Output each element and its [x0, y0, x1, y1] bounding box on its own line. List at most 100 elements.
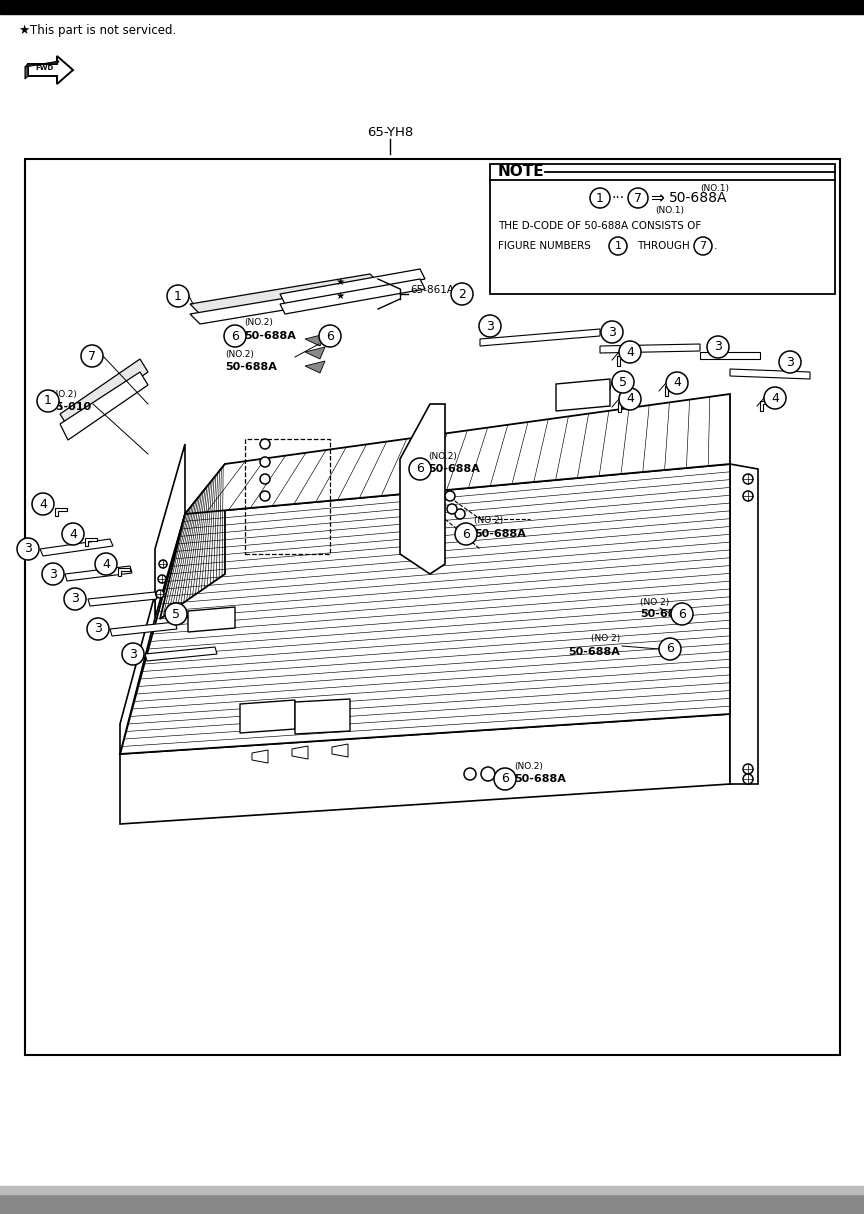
Text: 4: 4	[39, 498, 47, 511]
Circle shape	[32, 493, 54, 515]
Text: 4: 4	[626, 392, 634, 405]
Text: 3: 3	[94, 623, 102, 635]
Text: 5: 5	[619, 375, 627, 388]
Circle shape	[17, 538, 39, 560]
Text: (NO.1): (NO.1)	[656, 205, 684, 215]
Polygon shape	[332, 744, 348, 758]
Text: 65-861A: 65-861A	[410, 285, 454, 295]
Text: 6: 6	[231, 329, 239, 342]
Circle shape	[167, 285, 189, 307]
Text: 4: 4	[673, 376, 681, 390]
Text: FIGURE NUMBERS: FIGURE NUMBERS	[498, 242, 591, 251]
Text: (NO.2): (NO.2)	[428, 452, 457, 460]
Circle shape	[455, 509, 465, 520]
Circle shape	[451, 283, 473, 305]
Polygon shape	[295, 699, 350, 734]
Circle shape	[457, 529, 467, 539]
Polygon shape	[60, 359, 148, 427]
Text: 4: 4	[771, 391, 779, 404]
Polygon shape	[730, 714, 755, 784]
Polygon shape	[665, 386, 679, 396]
Text: 50-688A: 50-688A	[474, 529, 526, 539]
Polygon shape	[480, 329, 600, 346]
Polygon shape	[280, 270, 425, 304]
Polygon shape	[252, 750, 268, 764]
Circle shape	[590, 188, 610, 208]
Text: (NO 2): (NO 2)	[591, 635, 620, 643]
Text: 3: 3	[129, 647, 137, 660]
Circle shape	[260, 439, 270, 449]
Polygon shape	[155, 444, 185, 618]
Circle shape	[601, 320, 623, 344]
Bar	[0, 0, 864, 15]
Circle shape	[743, 764, 753, 775]
Text: 4: 4	[626, 346, 634, 358]
Text: 65-010: 65-010	[48, 402, 91, 412]
Bar	[245, 439, 330, 554]
Circle shape	[494, 768, 516, 790]
Text: (NO.2): (NO.2)	[225, 350, 254, 358]
Text: 50-688A: 50-688A	[669, 191, 727, 205]
Circle shape	[743, 473, 753, 484]
Text: 3: 3	[486, 319, 494, 333]
Text: (NO.1): (NO.1)	[701, 183, 729, 193]
Text: 50-688A: 50-688A	[640, 609, 692, 619]
Polygon shape	[25, 61, 59, 67]
Text: ★: ★	[18, 24, 29, 36]
Circle shape	[62, 523, 84, 545]
Circle shape	[628, 188, 648, 208]
Circle shape	[445, 490, 455, 501]
Text: (NO.2): (NO.2)	[244, 318, 273, 327]
Text: (NO.2): (NO.2)	[48, 390, 77, 398]
Circle shape	[37, 390, 59, 412]
Text: 6: 6	[501, 772, 509, 785]
Polygon shape	[145, 647, 217, 660]
Text: 6: 6	[326, 329, 334, 342]
Polygon shape	[40, 539, 113, 556]
Text: THE D-CODE OF 50-688A CONSISTS OF: THE D-CODE OF 50-688A CONSISTS OF	[498, 221, 702, 231]
Text: 50-688A: 50-688A	[514, 775, 566, 784]
Circle shape	[743, 490, 753, 501]
Text: 50-688A: 50-688A	[225, 362, 276, 371]
Polygon shape	[280, 279, 425, 314]
Polygon shape	[305, 334, 325, 346]
Polygon shape	[190, 284, 380, 324]
Text: 50-688A: 50-688A	[244, 331, 295, 341]
Text: 6: 6	[678, 607, 686, 620]
Polygon shape	[110, 622, 177, 636]
Polygon shape	[120, 714, 730, 824]
Text: 6: 6	[462, 528, 470, 540]
Text: 3: 3	[786, 356, 794, 369]
Circle shape	[659, 639, 681, 660]
Circle shape	[455, 523, 477, 545]
Circle shape	[694, 237, 712, 255]
Polygon shape	[700, 352, 760, 359]
Circle shape	[260, 456, 270, 467]
Polygon shape	[600, 344, 700, 353]
Circle shape	[87, 618, 109, 640]
Bar	[25, 159, 840, 1055]
Polygon shape	[292, 745, 308, 759]
Text: (NO.2): (NO.2)	[514, 761, 543, 771]
Polygon shape	[85, 538, 97, 546]
Polygon shape	[160, 464, 225, 619]
Polygon shape	[88, 592, 157, 606]
Text: 50-688A: 50-688A	[428, 464, 480, 473]
Text: 50-688A: 50-688A	[569, 647, 620, 657]
Circle shape	[156, 590, 164, 599]
Text: FWD: FWD	[35, 66, 54, 70]
Text: 4: 4	[69, 528, 77, 540]
Circle shape	[619, 341, 641, 363]
Text: 6: 6	[416, 463, 424, 476]
Polygon shape	[240, 700, 295, 733]
Polygon shape	[618, 402, 632, 412]
Polygon shape	[730, 464, 758, 784]
Circle shape	[81, 345, 103, 367]
Circle shape	[224, 325, 246, 347]
Text: THROUGH: THROUGH	[637, 242, 689, 251]
Text: 1: 1	[596, 192, 604, 204]
Circle shape	[671, 603, 693, 625]
Circle shape	[619, 388, 641, 410]
Polygon shape	[188, 607, 235, 632]
Circle shape	[743, 775, 753, 784]
